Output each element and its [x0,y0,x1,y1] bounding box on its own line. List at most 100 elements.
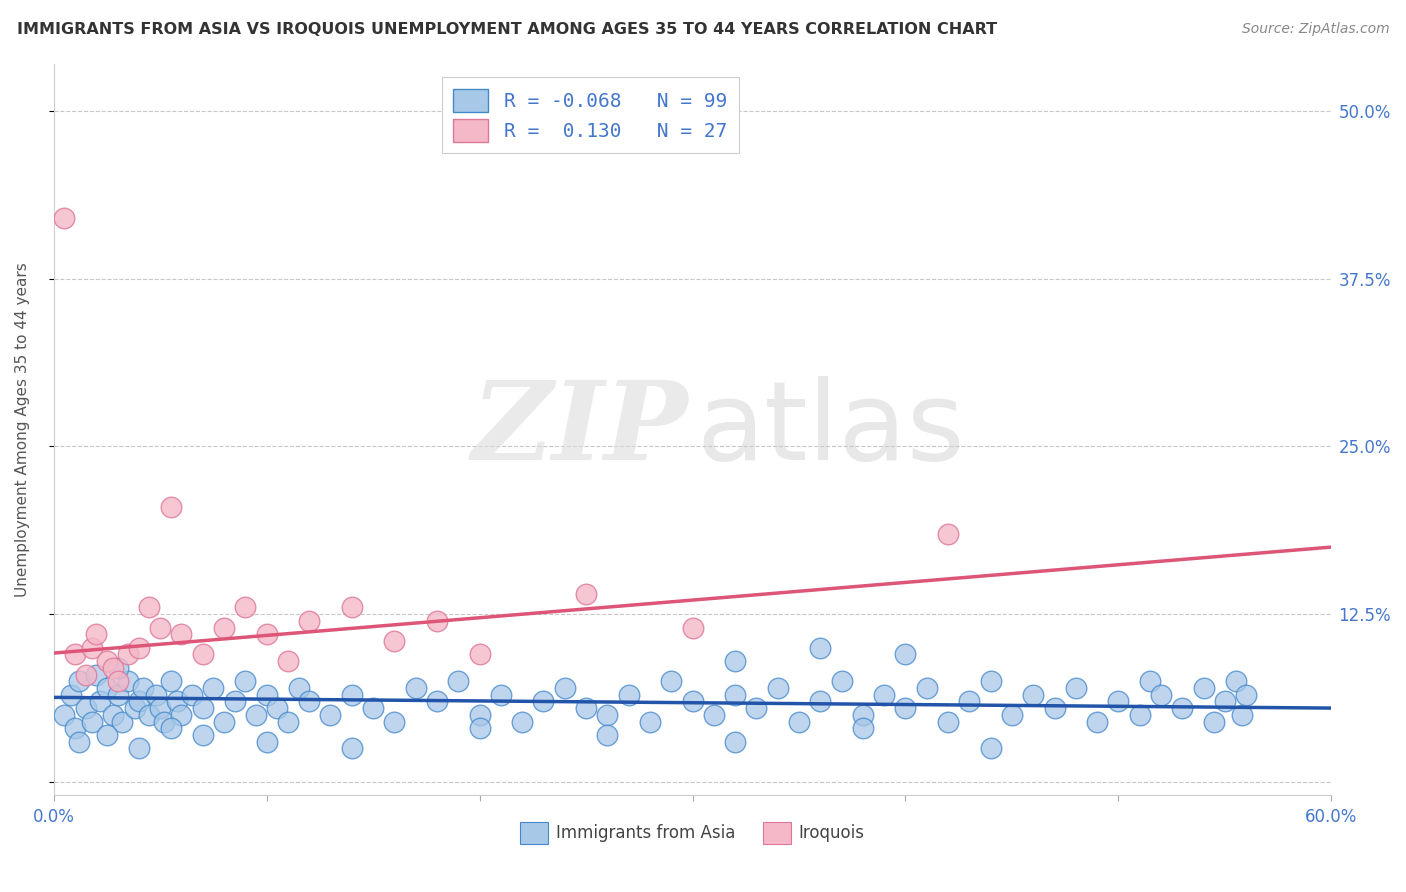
Point [53,707,76,722]
Point [745,701,768,715]
Point [128,640,150,655]
Legend: R = -0.068   N = 99, R =  0.130   N = 27: R = -0.068 N = 99, R = 0.130 N = 27 [441,78,740,153]
Point [426,694,449,708]
Point [96,681,118,695]
Point [1022,688,1045,702]
Point [256,627,278,641]
Text: ZIP: ZIP [472,376,689,483]
Point [96,654,118,668]
Point [617,688,640,702]
Point [181,688,204,702]
Point [96,728,118,742]
Point [287,681,309,695]
Point [191,701,214,715]
Point [724,734,747,748]
FancyBboxPatch shape [763,822,792,845]
Point [638,714,661,729]
Point [957,694,980,708]
Point [80,714,103,729]
Point [1171,701,1194,715]
Point [191,728,214,742]
Point [852,707,875,722]
Point [468,648,491,662]
Point [67,674,90,689]
Point [382,714,405,729]
Point [894,648,917,662]
Point [724,654,747,668]
Point [575,587,598,601]
Point [145,688,167,702]
Point [1001,707,1024,722]
Point [233,600,256,615]
Text: atlas: atlas [696,376,965,483]
Point [277,654,299,668]
Point [63,648,86,662]
Point [340,741,363,756]
Point [212,621,235,635]
Point [936,714,959,729]
Point [980,674,1002,689]
Point [170,707,193,722]
Point [808,694,831,708]
Point [75,701,97,715]
Point [340,600,363,615]
Text: Iroquois: Iroquois [799,824,865,842]
Point [1225,674,1247,689]
Point [831,674,853,689]
Point [873,688,896,702]
Point [124,701,146,715]
Point [1043,701,1066,715]
Point [1192,681,1215,695]
Point [132,681,155,695]
Point [554,681,576,695]
Point [766,681,789,695]
Point [212,714,235,729]
Point [596,707,619,722]
Point [1129,707,1152,722]
Point [159,500,181,514]
Point [224,694,246,708]
Point [596,728,619,742]
Point [84,667,107,681]
Point [159,721,181,735]
Point [426,614,449,628]
Point [510,714,533,729]
Point [980,741,1002,756]
Point [202,681,225,695]
Point [1204,714,1226,729]
Point [1139,674,1161,689]
Point [67,734,90,748]
Point [63,721,86,735]
Point [659,674,682,689]
Point [1085,714,1108,729]
Point [298,694,321,708]
Point [808,640,831,655]
Point [107,688,129,702]
Point [159,674,181,689]
Point [256,688,278,702]
Point [936,526,959,541]
Point [382,634,405,648]
Point [724,688,747,702]
Point [84,627,107,641]
Point [233,674,256,689]
Point [319,707,342,722]
Point [1234,688,1257,702]
Point [405,681,427,695]
Point [277,714,299,729]
Point [138,707,160,722]
Point [111,714,134,729]
Point [75,667,97,681]
Point [266,701,288,715]
Point [256,734,278,748]
Point [128,741,150,756]
Point [117,674,139,689]
Point [682,621,704,635]
Point [575,701,598,715]
Point [787,714,810,729]
Text: Immigrants from Asia: Immigrants from Asia [555,824,735,842]
Point [894,701,917,715]
Point [166,694,188,708]
Point [361,701,384,715]
Point [80,640,103,655]
